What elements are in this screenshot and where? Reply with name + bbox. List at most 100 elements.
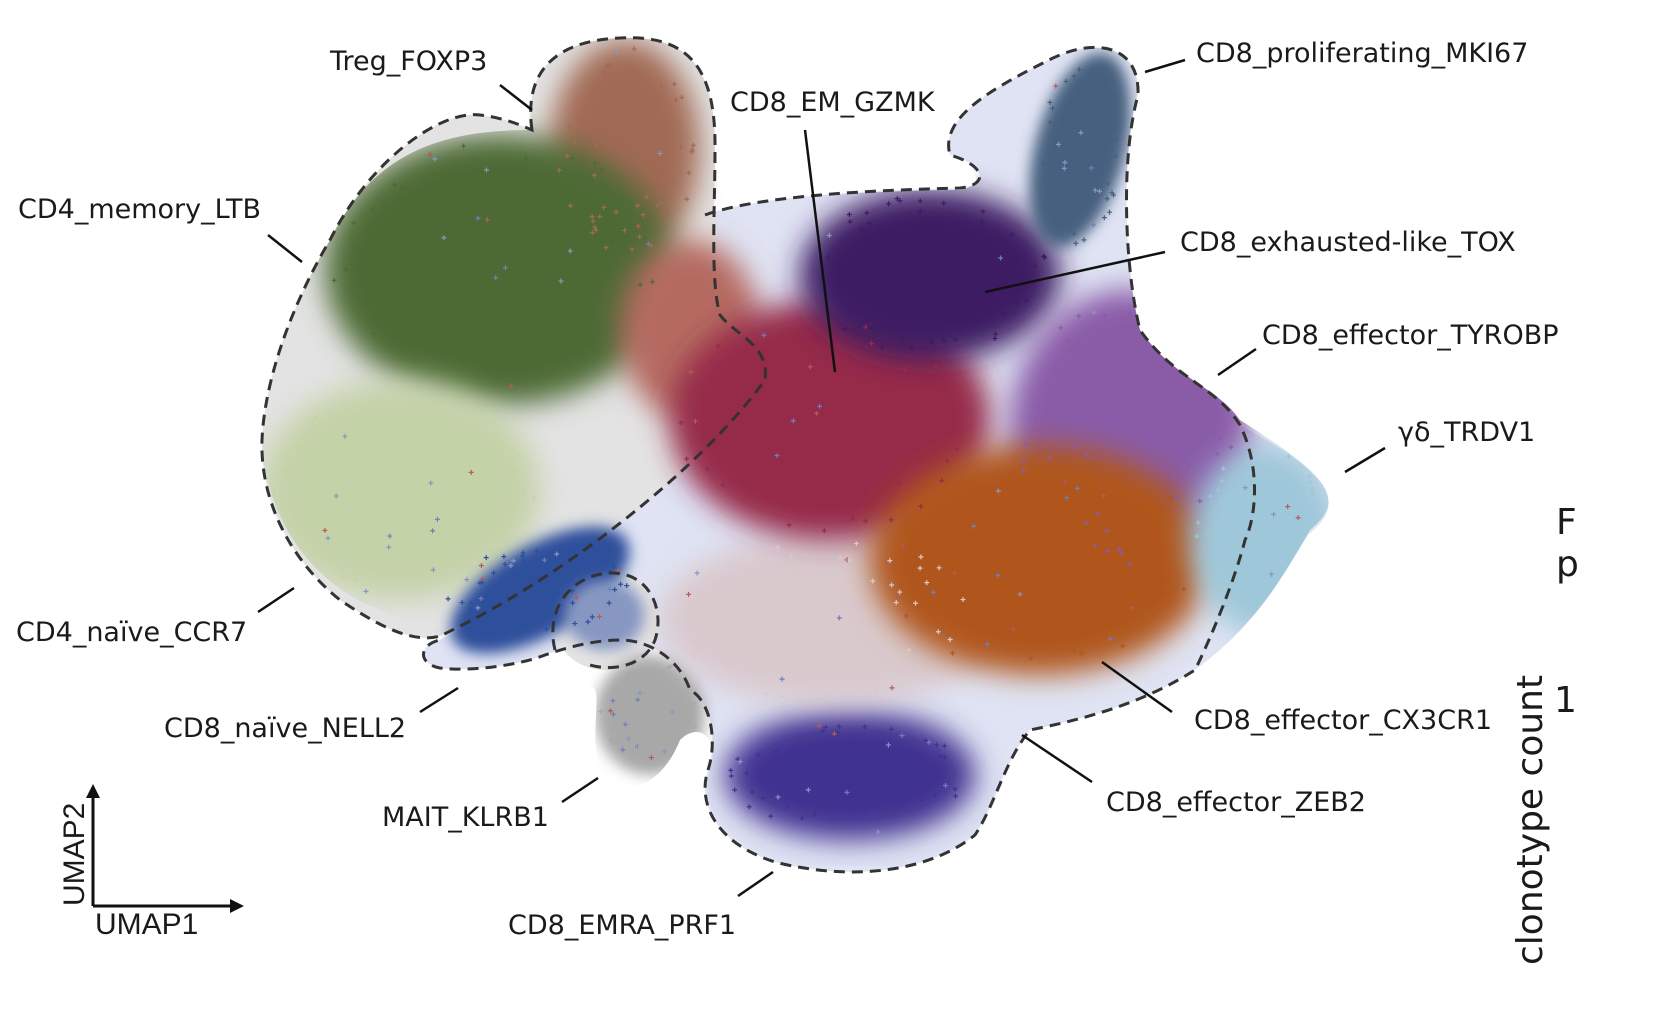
- cell-point: [870, 578, 876, 584]
- cell-point: [478, 562, 484, 568]
- cell-point: [791, 603, 797, 609]
- cell-points: [271, 46, 1329, 835]
- cell-point: [1082, 185, 1088, 191]
- cell-point: [854, 291, 860, 297]
- cell-point: [368, 509, 374, 515]
- cell-point: [1234, 546, 1240, 552]
- cell-point: [1062, 478, 1068, 484]
- cell-point: [686, 170, 692, 176]
- cell-point: [622, 227, 628, 233]
- cell-point: [1110, 609, 1116, 615]
- cell-point: [1164, 398, 1170, 404]
- cell-point: [488, 590, 494, 596]
- cell-point: [1133, 386, 1139, 392]
- cell-point: [960, 597, 966, 603]
- cell-point: [658, 707, 664, 713]
- cell-point: [930, 589, 936, 595]
- cell-point: [475, 605, 481, 611]
- cell-point: [917, 198, 923, 204]
- cell-point: [1118, 550, 1124, 556]
- cell-point: [980, 589, 986, 595]
- cell-point: [554, 551, 560, 557]
- leader-lines: [257, 58, 1386, 898]
- cell-point: [1223, 520, 1229, 526]
- cell-point: [566, 124, 572, 130]
- cell-point: [608, 736, 614, 742]
- cell-point: [946, 246, 952, 252]
- cell-point: [644, 194, 650, 200]
- cell-point: [400, 185, 406, 191]
- cell-point: [946, 282, 952, 288]
- cell-point: [894, 508, 900, 514]
- neighbor-panel-ylabel: clonotype count: [1510, 675, 1551, 965]
- cell-point: [631, 46, 637, 52]
- cell-point: [1253, 614, 1259, 620]
- cell-point: [1095, 511, 1101, 517]
- cell-point: [667, 664, 673, 670]
- cell-point: [662, 741, 668, 747]
- cell-point: [510, 558, 516, 564]
- leader-cd4-memory-ltb: [267, 234, 303, 263]
- cell-point: [1065, 338, 1071, 344]
- cell-point: [511, 512, 517, 518]
- cell-point: [351, 220, 357, 226]
- cell-point: [947, 637, 953, 643]
- cell-point: [1105, 181, 1111, 187]
- cell-point: [885, 742, 891, 748]
- cell-point: [1063, 125, 1069, 131]
- cell-point: [1045, 521, 1051, 527]
- cell-point: [459, 417, 465, 423]
- cell-point: [957, 495, 963, 501]
- cell-point: [1126, 561, 1132, 567]
- cell-point: [1287, 586, 1293, 592]
- cell-point: [694, 570, 700, 576]
- cell-point: [688, 369, 694, 375]
- cell-point: [715, 343, 721, 349]
- cell-point: [556, 167, 562, 173]
- cell-point: [476, 328, 482, 334]
- cell-point: [1097, 122, 1103, 128]
- cell-point: [1009, 613, 1015, 619]
- cell-point: [866, 221, 872, 227]
- cell-point: [917, 565, 923, 571]
- cell-point: [749, 789, 755, 795]
- cell-point: [859, 226, 865, 232]
- cell-point: [478, 603, 484, 609]
- cell-point: [838, 782, 844, 788]
- cell-point: [1043, 573, 1049, 579]
- cell-point: [596, 82, 602, 88]
- cell-point: [704, 466, 710, 472]
- cell-point: [413, 511, 419, 517]
- leader-treg-foxp3: [499, 84, 533, 111]
- cell-point: [818, 482, 824, 488]
- cell-point: [341, 574, 347, 580]
- cell-point: [655, 203, 661, 209]
- cell-point: [1072, 443, 1078, 449]
- cell-point: [573, 139, 579, 145]
- cell-point: [610, 711, 616, 717]
- cell-point: [684, 456, 690, 462]
- cell-point: [438, 403, 444, 409]
- cell-point: [636, 100, 642, 106]
- cell-point: [957, 313, 963, 319]
- cell-point: [1057, 173, 1063, 179]
- cell-point: [589, 230, 595, 236]
- cell-point: [1309, 487, 1315, 493]
- cell-point: [1214, 451, 1220, 457]
- cell-point: [755, 551, 761, 557]
- cell-point: [648, 243, 654, 249]
- cell-point: [597, 113, 603, 119]
- cell-point: [516, 227, 522, 233]
- cell-point: [497, 246, 503, 252]
- cell-point: [1268, 571, 1274, 577]
- cell-point: [1020, 467, 1026, 473]
- cell-point: [486, 533, 492, 539]
- cell-point: [799, 815, 805, 821]
- cell-point: [1090, 222, 1096, 228]
- cell-point: [804, 454, 810, 460]
- cell-point: [1063, 197, 1069, 203]
- cell-point: [788, 554, 794, 560]
- cell-point: [817, 403, 823, 409]
- cell-point: [613, 49, 619, 55]
- cell-point: [868, 779, 874, 785]
